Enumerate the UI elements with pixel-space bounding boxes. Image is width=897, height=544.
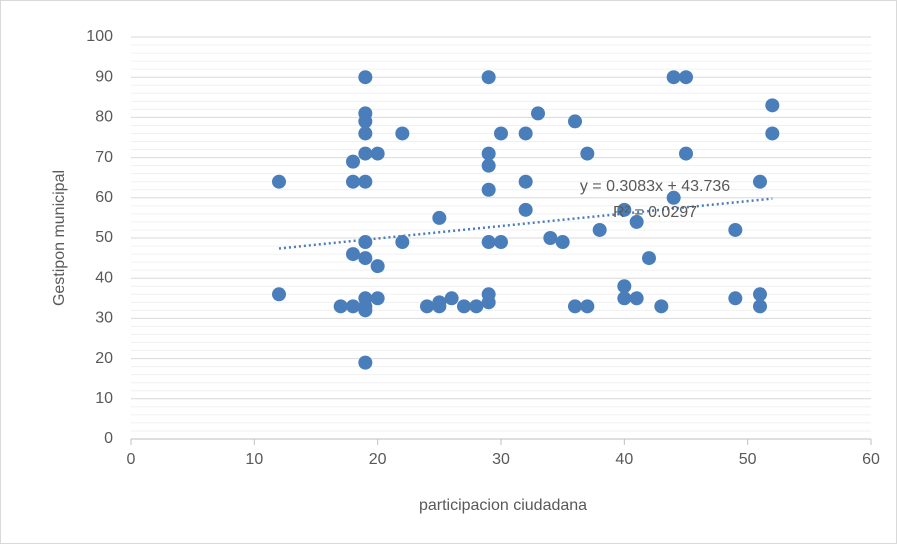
y-tick-label: 40 — [95, 269, 113, 286]
y-tick-label: 10 — [95, 390, 113, 407]
point — [358, 303, 373, 318]
x-tick-label: 0 — [127, 451, 136, 468]
point — [481, 182, 496, 197]
y-axis-label: Gestipon municipal — [51, 170, 68, 306]
point — [370, 146, 385, 161]
point — [481, 146, 496, 161]
point — [555, 235, 570, 250]
point — [395, 126, 410, 141]
point — [580, 146, 595, 161]
r-squared: R² = 0.0297 — [613, 204, 697, 221]
point — [358, 146, 373, 161]
point — [580, 299, 595, 314]
point — [358, 70, 373, 85]
point — [358, 126, 373, 141]
point — [432, 210, 447, 225]
point — [629, 291, 644, 306]
point — [679, 70, 693, 85]
point — [358, 114, 373, 129]
point — [481, 70, 496, 85]
point — [666, 70, 681, 85]
point — [617, 291, 632, 306]
point — [518, 174, 533, 189]
point — [654, 299, 669, 314]
point — [346, 299, 360, 314]
y-tick-label: 100 — [86, 28, 113, 45]
point — [358, 355, 373, 370]
point — [358, 251, 373, 266]
x-tick-label: 10 — [245, 451, 263, 468]
x-tick-label: 40 — [615, 451, 633, 468]
x-tick-label: 50 — [739, 451, 757, 468]
y-tick-label: 30 — [95, 310, 113, 327]
point — [753, 299, 767, 314]
point — [592, 222, 607, 237]
point — [444, 291, 459, 306]
point — [346, 174, 360, 189]
x-tick-label: 30 — [492, 451, 510, 468]
y-tick-label: 50 — [95, 229, 113, 246]
point — [679, 146, 693, 161]
point — [642, 251, 656, 266]
point — [765, 126, 780, 141]
point — [728, 222, 743, 237]
point — [518, 202, 533, 217]
point — [494, 235, 508, 250]
point — [481, 295, 496, 310]
point — [370, 259, 385, 274]
point — [543, 231, 558, 245]
y-tick-label: 90 — [95, 68, 113, 85]
point — [481, 235, 496, 250]
point — [346, 247, 360, 262]
point — [420, 299, 434, 314]
point — [346, 154, 360, 169]
point — [494, 126, 508, 141]
point — [370, 291, 385, 306]
point — [272, 287, 286, 302]
y-tick-label: 70 — [95, 149, 113, 166]
x-tick-label: 60 — [862, 451, 880, 468]
x-axis-label: participacion ciudadana — [419, 497, 587, 514]
y-tick-label: 0 — [104, 430, 113, 447]
point — [629, 214, 644, 229]
y-tick-label: 20 — [95, 350, 113, 367]
point — [728, 291, 743, 306]
y-tick-label: 80 — [95, 109, 113, 126]
x-tick-label: 20 — [369, 451, 387, 468]
point — [481, 158, 496, 173]
point — [469, 299, 484, 314]
point — [753, 174, 767, 189]
point — [457, 299, 471, 314]
point — [765, 98, 780, 113]
point — [432, 299, 447, 314]
point — [617, 279, 632, 294]
point — [753, 287, 767, 302]
point — [395, 235, 410, 250]
point — [272, 174, 286, 189]
point — [531, 106, 545, 121]
point — [518, 126, 533, 141]
trendline-equation: y = 0.3083x + 43.736 — [580, 178, 730, 195]
point — [568, 114, 582, 129]
point — [568, 299, 582, 314]
point — [333, 299, 348, 314]
y-tick-label: 60 — [95, 189, 113, 206]
point — [358, 235, 373, 250]
point — [358, 174, 373, 189]
point — [666, 190, 681, 205]
